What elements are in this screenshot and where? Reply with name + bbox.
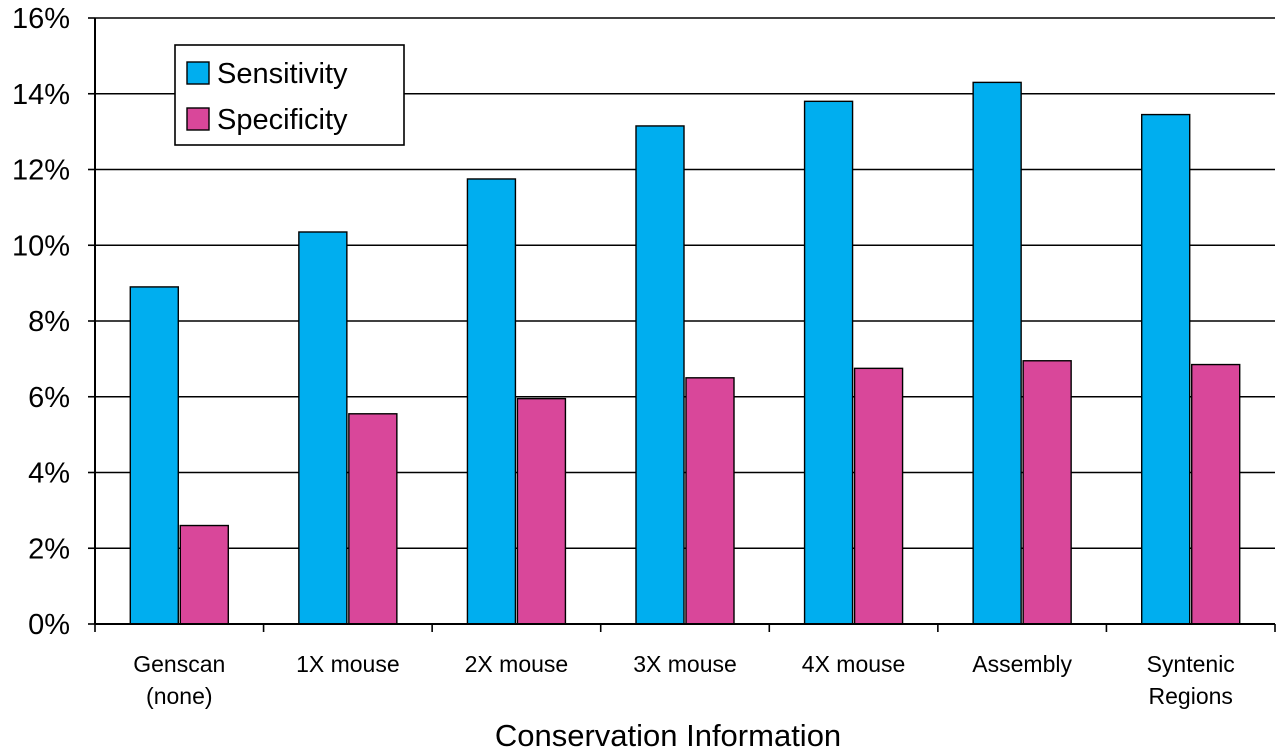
x-tick-label: 4X mouse [802,651,906,677]
axes [88,17,1276,632]
x-tick-label: Regions [1149,683,1233,709]
x-tick-label: 3X mouse [633,651,737,677]
bar-specificity [179,524,229,625]
bar-sensitivity [466,178,517,625]
y-tick-labels: 0% 2% 4% 6% 8% 10% 12% 14% 16% [12,3,70,641]
gridlines [95,17,1275,625]
legend-box [174,44,405,146]
bar-sensitivity [635,125,685,625]
x-tick-label: 1X mouse [296,651,400,677]
x-tick-labels: Genscan (none) 1X mouse 2X mouse 3X mouse 4X … [133,651,1235,709]
x-tick-label: Assembly [972,651,1072,677]
bar-specificity [685,377,735,625]
x-tick-label: (none) [146,683,212,709]
y-tick-label: 2% [28,533,70,565]
bar-sensitivity [298,231,348,625]
bar-specificity [1191,363,1241,625]
y-tick-label: 16% [12,3,70,35]
bar-sensitivity [129,286,179,625]
y-tick-label: 4% [28,458,70,490]
y-tick-label: 8% [28,306,70,338]
bar-specificity [348,413,398,625]
x-tick-label: 2X mouse [465,651,569,677]
bars [129,81,1241,625]
bar-sensitivity [1141,113,1191,625]
x-tick-label: Syntenic [1147,651,1235,677]
x-tick-label: Genscan [133,651,225,677]
legend-label-specificity: Specificity [217,104,348,136]
y-tick-label: 0% [28,609,70,641]
legend-swatch-sensitivity [186,61,210,85]
y-tick-label: 10% [12,230,70,262]
bar-sensitivity [972,81,1022,625]
bar-specificity [516,397,567,625]
x-axis-label: Conservation Information [495,718,841,753]
y-tick-label: 6% [28,382,70,414]
y-tick-label: 12% [12,155,70,187]
legend-swatch-specificity [186,107,210,131]
bar-specificity [1022,360,1072,625]
bar-specificity [853,367,904,625]
legend-label-sensitivity: Sensitivity [217,58,348,90]
legend: Sensitivity Specificity [174,44,405,146]
bar-sensitivity [803,100,854,625]
y-tick-label: 14% [12,79,70,111]
